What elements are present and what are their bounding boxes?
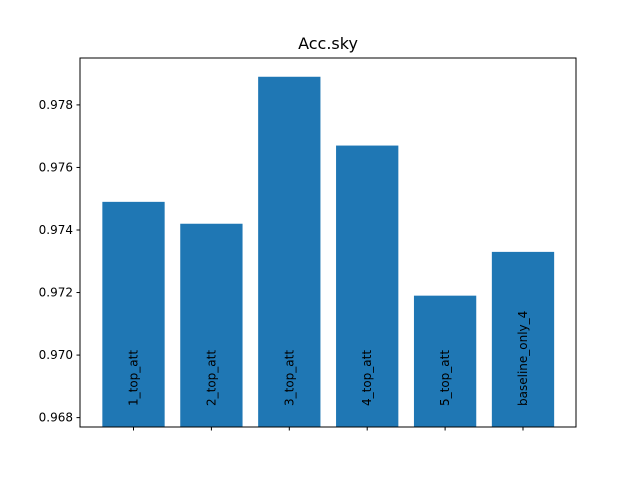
bar-5_top_att xyxy=(413,295,477,427)
x-axis xyxy=(133,427,524,431)
bar-labels: 1_top_att 2_top_att 3_top_att 4_top_att 5_to… xyxy=(127,311,531,406)
y-tick-label: 0.970 xyxy=(39,348,73,362)
bar-label-3_top_att: 3_top_att xyxy=(282,350,296,406)
bar-baseline_only_4 xyxy=(491,251,555,427)
y-axis: 0.968 0.970 0.972 0.974 0.976 0.978 xyxy=(39,98,80,425)
y-tick-label: 0.978 xyxy=(39,98,73,112)
chart-title: Acc.sky xyxy=(298,34,358,53)
y-tick-label: 0.972 xyxy=(39,286,73,300)
bar-2_top_att xyxy=(180,223,243,427)
y-tick-label: 0.968 xyxy=(39,411,73,425)
bar-1_top_att xyxy=(102,201,165,427)
bars-layer xyxy=(102,76,555,427)
plot-frame xyxy=(79,57,577,428)
bar-3_top_att xyxy=(258,76,321,427)
bar-label-1_top_att: 1_top_att xyxy=(127,350,141,406)
bar-label-baseline_only_4: baseline_only_4 xyxy=(516,311,530,406)
bar-4_top_att xyxy=(336,145,399,427)
bar-label-2_top_att: 2_top_att xyxy=(204,350,218,406)
y-tick-label: 0.976 xyxy=(39,160,73,174)
y-tick-label: 0.974 xyxy=(39,223,73,237)
bar-label-4_top_att: 4_top_att xyxy=(360,350,374,406)
bar-label-5_top_att: 5_top_att xyxy=(438,350,452,406)
